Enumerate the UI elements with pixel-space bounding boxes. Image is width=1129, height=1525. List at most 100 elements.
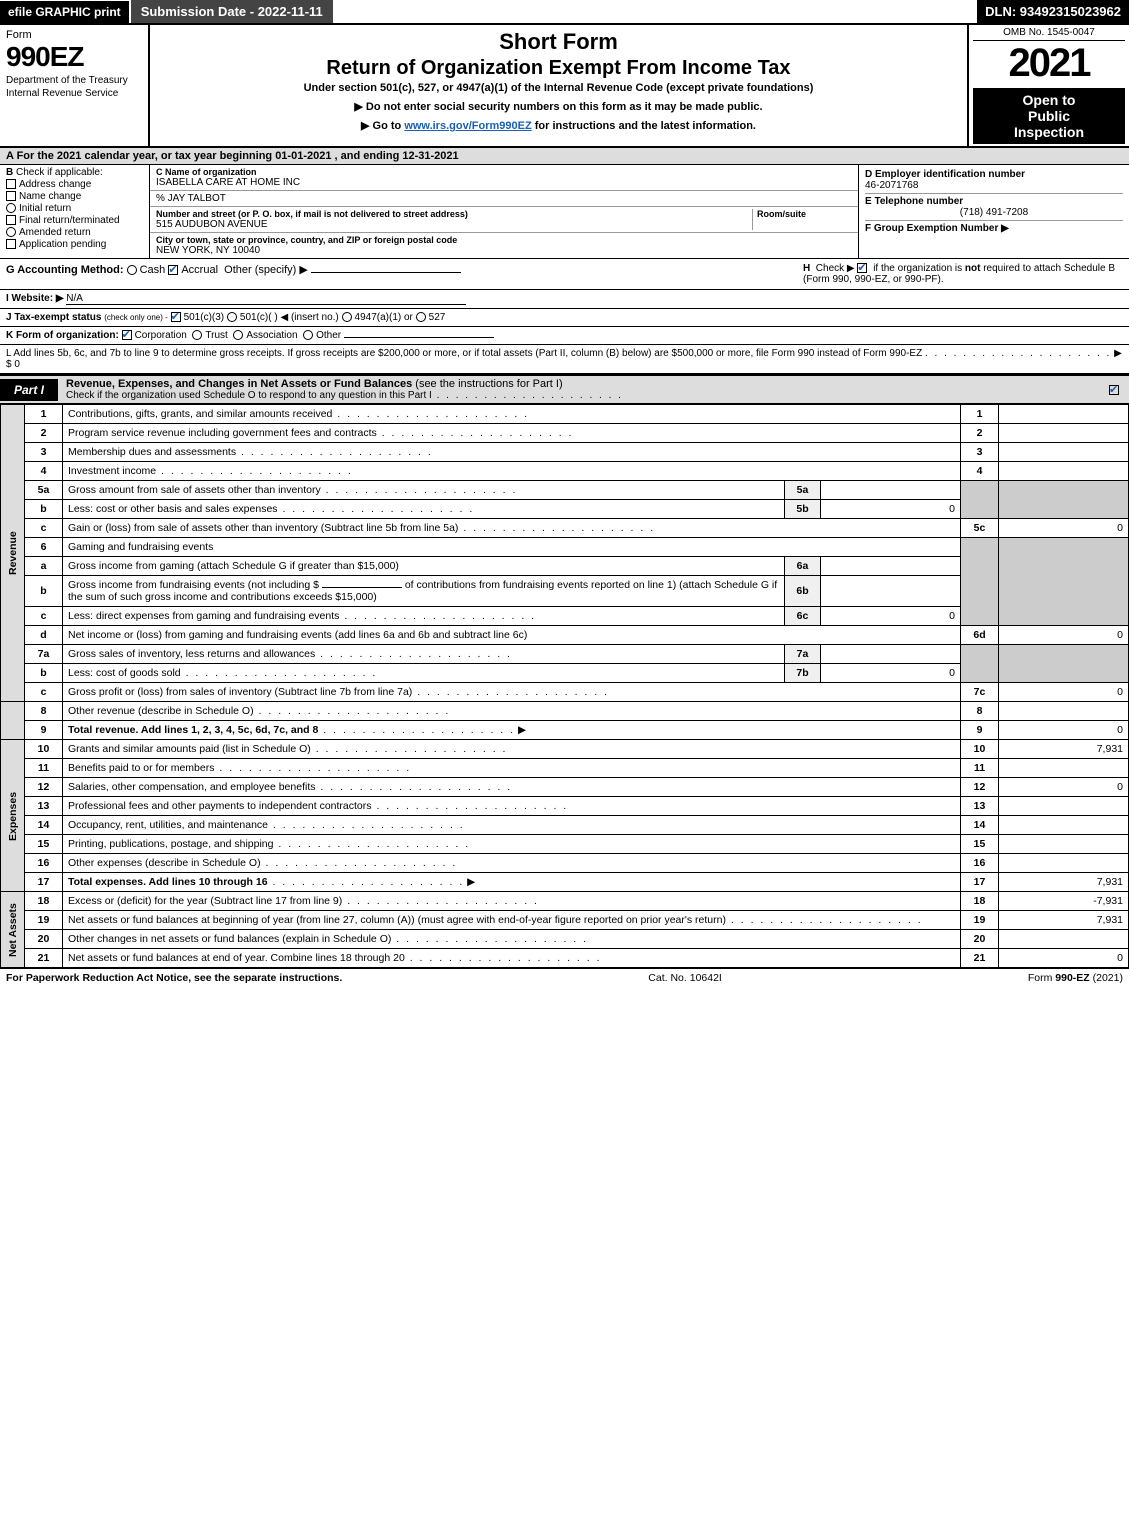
open-line3: Inspection (977, 124, 1121, 140)
radio-4947[interactable] (342, 312, 352, 322)
g-h-row: G Accounting Method: Cash Accrual Other … (0, 259, 1129, 290)
line-15: 15Printing, publications, postage, and s… (1, 835, 1129, 854)
h-text4: (Form 990, 990-EZ, or 990-PF). (803, 274, 1123, 285)
col-c: C Name of organization ISABELLA CARE AT … (150, 165, 859, 258)
vert-expenses: Expenses (1, 740, 25, 892)
checkbox-initial-return[interactable] (6, 203, 16, 213)
footer-center: Cat. No. 10642I (648, 972, 722, 984)
line-21: 21Net assets or fund balances at end of … (1, 949, 1129, 968)
l-text: L Add lines 5b, 6c, and 7b to line 9 to … (6, 348, 922, 359)
h-text3: required to attach Schedule B (980, 263, 1115, 274)
col-b-letter: B (6, 167, 13, 178)
line-7a: 7a Gross sales of inventory, less return… (1, 645, 1129, 664)
opt-initial-return: Initial return (19, 203, 71, 214)
irs-link[interactable]: www.irs.gov/Form990EZ (404, 120, 531, 132)
line-6c: c Less: direct expenses from gaming and … (1, 607, 1129, 626)
line-6d: d Net income or (loss) from gaming and f… (1, 626, 1129, 645)
l-dots (925, 348, 1111, 359)
checkbox-amended-return[interactable] (6, 227, 16, 237)
checkbox-name-change[interactable] (6, 191, 16, 201)
info-row: B Check if applicable: Address change Na… (0, 165, 1129, 259)
dept-treasury: Department of the Treasury (6, 75, 142, 86)
dept-irs: Internal Revenue Service (6, 88, 142, 99)
part1-title: Revenue, Expenses, and Changes in Net As… (66, 378, 412, 390)
checkbox-address-change[interactable] (6, 179, 16, 189)
checkbox-final-return[interactable] (6, 215, 16, 225)
radio-cash[interactable] (127, 265, 137, 275)
efile-print-button[interactable]: efile GRAPHIC print (0, 1, 129, 23)
col-b: B Check if applicable: Address change Na… (0, 165, 150, 258)
line-8: 8 Other revenue (describe in Schedule O)… (1, 702, 1129, 721)
return-title: Return of Organization Exempt From Incom… (158, 57, 959, 80)
k-corp: Corporation (135, 330, 187, 341)
k-row: K Form of organization: Corporation Trus… (0, 327, 1129, 345)
k-label: K Form of organization: (6, 330, 119, 341)
line-9: 9 Total revenue. Add lines 1, 2, 3, 4, 5… (1, 721, 1129, 740)
part1-title-paren: (see the instructions for Part I) (415, 378, 562, 390)
h-box: H Check ▶ if the organization is not req… (803, 263, 1123, 285)
checkbox-corporation[interactable] (122, 330, 132, 340)
header-left: Form 990EZ Department of the Treasury In… (0, 25, 150, 146)
checkbox-501c3[interactable] (171, 312, 181, 322)
checkbox-application-pending[interactable] (6, 239, 16, 249)
checkbox-schedule-o[interactable] (1109, 385, 1119, 395)
submission-date: Submission Date - 2022-11-11 (131, 0, 333, 23)
col-d: D Employer identification number 46-2071… (859, 165, 1129, 258)
phone-value: (718) 491-7208 (865, 207, 1123, 218)
under-section: Under section 501(c), 527, or 4947(a)(1)… (158, 82, 959, 94)
j-opt3: 4947(a)(1) or (355, 312, 413, 323)
line-13: 13Professional fees and other payments t… (1, 797, 1129, 816)
line-14: 14Occupancy, rent, utilities, and mainte… (1, 816, 1129, 835)
ein-label: D Employer identification number (865, 169, 1123, 180)
j-opt2: 501(c)( ) ◀ (insert no.) (240, 312, 339, 323)
radio-trust[interactable] (192, 330, 202, 340)
g-label: G Accounting Method: (6, 264, 124, 276)
j-row: J Tax-exempt status (check only one) - 5… (0, 309, 1129, 327)
goto-post: for instructions and the latest informat… (532, 120, 756, 132)
line-20: 20Other changes in net assets or fund ba… (1, 930, 1129, 949)
city-label: City or town, state or province, country… (156, 235, 852, 245)
top-bar: efile GRAPHIC print Submission Date - 20… (0, 0, 1129, 25)
short-form-title: Short Form (158, 29, 959, 55)
line-12: 12Salaries, other compensation, and empl… (1, 778, 1129, 797)
radio-other-org[interactable] (303, 330, 313, 340)
line-5a: 5a Gross amount from sale of assets othe… (1, 481, 1129, 500)
line-1-num: 1 (25, 405, 63, 424)
g-cash: Cash (140, 264, 166, 276)
radio-527[interactable] (416, 312, 426, 322)
line-4: 4 Investment income 4 (1, 462, 1129, 481)
part1-tab: Part I (0, 379, 58, 401)
open-line2: Public (977, 108, 1121, 124)
checkbox-h[interactable] (857, 263, 867, 273)
line-7b: b Less: cost of goods sold 7b0 (1, 664, 1129, 683)
opt-final-return: Final return/terminated (19, 215, 120, 226)
line-10: Expenses 10 Grants and similar amounts p… (1, 740, 1129, 759)
open-line1: Open to (977, 92, 1121, 108)
j-label: J Tax-exempt status (6, 312, 101, 323)
form-word: Form (6, 29, 142, 41)
form-header: Form 990EZ Department of the Treasury In… (0, 25, 1129, 148)
checkbox-accrual[interactable] (168, 265, 178, 275)
col-b-subtitle: Check if applicable: (16, 167, 103, 178)
line-11: 11Benefits paid to or for members 11 (1, 759, 1129, 778)
org-name-label: C Name of organization (156, 167, 852, 177)
goto-pre: ▶ Go to (361, 120, 404, 132)
k-other: Other (316, 330, 341, 341)
k-other-input[interactable] (344, 337, 494, 338)
line-6b: b Gross income from fundraising events (… (1, 576, 1129, 607)
line-19: 19Net assets or fund balances at beginni… (1, 911, 1129, 930)
omb-number: OMB No. 1545-0047 (973, 27, 1125, 41)
tax-year: 2021 (973, 41, 1125, 86)
website-value: N/A (66, 293, 466, 305)
line-1-rv (999, 405, 1129, 424)
footer: For Paperwork Reduction Act Notice, see … (0, 968, 1129, 987)
g-accounting: G Accounting Method: Cash Accrual Other … (6, 263, 803, 285)
g-other-input[interactable] (311, 272, 461, 273)
part1-table: Revenue 1 Contributions, gifts, grants, … (0, 404, 1129, 968)
part1-header: Part I Revenue, Expenses, and Changes in… (0, 374, 1129, 404)
opt-name-change: Name change (19, 191, 81, 202)
radio-association[interactable] (233, 330, 243, 340)
g-other: Other (specify) ▶ (224, 264, 308, 276)
radio-501c[interactable] (227, 312, 237, 322)
i-row: I Website: ▶ N/A (0, 290, 1129, 309)
